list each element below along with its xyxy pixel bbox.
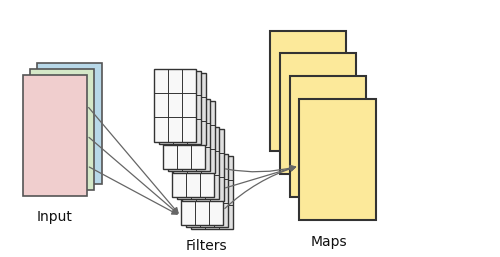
Bar <box>177 127 219 199</box>
Bar <box>172 125 214 197</box>
Bar <box>38 63 102 184</box>
Text: Filters: Filters <box>186 239 228 253</box>
Bar <box>181 152 223 225</box>
Bar <box>30 69 94 190</box>
Bar <box>164 73 206 145</box>
Bar <box>190 156 232 229</box>
Bar <box>154 69 196 142</box>
Bar <box>168 99 210 171</box>
Text: Maps: Maps <box>310 235 347 249</box>
Bar <box>290 76 366 197</box>
Bar <box>182 128 224 201</box>
Bar <box>22 75 87 196</box>
Text: Input: Input <box>37 210 72 224</box>
Bar <box>300 99 376 220</box>
Bar <box>270 31 346 151</box>
Bar <box>159 71 201 143</box>
Bar <box>173 101 215 173</box>
Bar <box>163 97 205 169</box>
Bar <box>280 53 356 174</box>
Bar <box>186 154 228 227</box>
